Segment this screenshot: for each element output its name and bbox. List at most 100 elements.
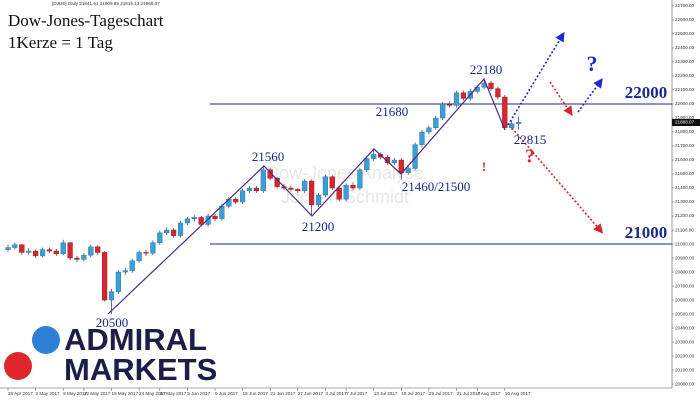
candle-body — [453, 92, 460, 106]
candle-body — [371, 154, 377, 159]
x-tick-label: 7 Jul 2017 — [346, 391, 368, 396]
candle-body — [267, 169, 273, 179]
y-tick-label: 22600.00 — [675, 17, 695, 22]
candle-body — [81, 255, 87, 260]
candle-body — [253, 187, 260, 192]
x-tick-label: 31 Jul 2017 — [457, 391, 481, 396]
y-tick-label: 22500.00 — [675, 31, 695, 36]
candle-body — [350, 185, 356, 189]
y-tick-label: 20700.00 — [675, 283, 695, 288]
y-tick-label: 21200.00 — [675, 213, 695, 218]
y-tick-label: 20800.00 — [675, 269, 695, 274]
x-tick-label: 25 Jul 2017 — [429, 391, 453, 396]
candle-body — [302, 180, 308, 192]
current-price-label: 21868.07 — [675, 120, 695, 125]
y-tick-label: 22300.00 — [675, 59, 695, 64]
candle-body — [516, 122, 522, 124]
y-tick-label: 20400.00 — [675, 325, 695, 330]
zigzag-line — [107, 77, 506, 315]
y-tick-label: 21300.00 — [675, 199, 695, 204]
candle-body — [12, 244, 18, 248]
arrow-up — [507, 31, 565, 126]
swing-label: 21680 — [376, 104, 409, 119]
candle-body — [433, 117, 439, 129]
candle-body — [488, 82, 494, 89]
x-tick-label: 26 Apr 2017 — [8, 391, 33, 396]
candle-body — [95, 246, 101, 253]
x-tick-label: 19 Jul 2017 — [401, 391, 425, 396]
x-tick-label: 27 Jun 2017 — [298, 391, 324, 396]
swing-label: 22180 — [470, 62, 503, 77]
candle-body — [136, 252, 142, 262]
x-tick-label: 2 May 2017 — [36, 391, 60, 396]
candle-body — [115, 271, 122, 292]
candle-body — [288, 187, 294, 190]
y-tick-label: 22100.00 — [675, 87, 695, 92]
x-tick-label: 24 May 2017 — [139, 391, 166, 396]
candle-body — [246, 187, 253, 192]
y-tick-label: 22000.00 — [675, 101, 695, 106]
candle-body — [495, 88, 501, 98]
candle-body — [122, 270, 128, 273]
candle-body — [88, 246, 94, 256]
x-tick-label: 8 May 2017 — [63, 391, 87, 396]
candle-body — [398, 159, 404, 173]
candle-body — [74, 257, 80, 260]
candle-body — [412, 144, 418, 169]
candle-body — [357, 169, 363, 189]
level-label: 21000 — [625, 223, 668, 242]
candle-body — [322, 176, 329, 196]
candle-body — [60, 242, 66, 255]
candle-body — [440, 103, 446, 119]
x-tick-label: 18 May 2017 — [112, 391, 139, 396]
y-tick-label: 22700.00 — [675, 3, 695, 8]
candle-body — [336, 187, 342, 200]
swing-label: 20500 — [96, 315, 129, 330]
candle-body — [67, 242, 73, 259]
candle-body — [295, 189, 301, 192]
candle-body — [53, 250, 59, 255]
watermark: Dow-Jones Analyse — [266, 163, 424, 183]
y-tick-label: 21500.00 — [675, 171, 695, 176]
chart-info: [DJI30] Daily 21841.61 21909.89 21815.13… — [52, 1, 160, 6]
x-tick-label: 30 May 2017 — [160, 391, 187, 396]
logo-circle — [4, 352, 32, 380]
candle-body — [315, 194, 322, 206]
candle-body — [447, 103, 453, 106]
logo-circle — [32, 326, 60, 354]
candle-body — [39, 249, 46, 257]
swing-label: 21200 — [302, 219, 335, 234]
x-tick-label: 10 Aug 2017 — [505, 391, 531, 396]
candle-body — [150, 242, 156, 254]
candle-body — [343, 185, 349, 200]
candle-body — [460, 92, 467, 99]
chart-title: Dow-Jones-Tageschart — [8, 11, 164, 30]
candle-body — [157, 232, 163, 243]
swing-label: 21560 — [252, 149, 285, 164]
candle-body — [419, 131, 425, 145]
candle-body — [143, 252, 149, 254]
candle-body — [364, 158, 370, 171]
y-tick-label: 21900.00 — [675, 115, 695, 120]
candle-body — [33, 250, 39, 257]
question-mark: ? — [587, 51, 598, 76]
exclamation-mark: ! — [482, 159, 486, 174]
candle-body — [391, 159, 398, 164]
y-tick-label: 22400.00 — [675, 45, 695, 50]
y-tick-label: 22200.00 — [675, 73, 695, 78]
candle-body — [260, 169, 266, 192]
x-tick-label: 12 May 2017 — [84, 391, 111, 396]
y-tick-label: 20200.00 — [675, 353, 695, 358]
current-price-box — [672, 118, 700, 126]
y-tick-label: 21400.00 — [675, 185, 695, 190]
y-tick-label: 21800.00 — [675, 129, 695, 134]
x-tick-label: 4 Aug 2017 — [477, 391, 501, 396]
candle-body — [5, 247, 11, 250]
y-tick-label: 20100.00 — [675, 367, 695, 372]
candle-body — [309, 180, 315, 206]
candle-body — [170, 229, 177, 236]
chart-subtitle: 1Kerze = 1 Tag — [8, 33, 113, 52]
y-tick-label: 20000.00 — [675, 381, 695, 386]
x-tick-label: 13 Jul 2017 — [374, 391, 398, 396]
x-tick-label: 3 Jul 2017 — [325, 391, 347, 396]
